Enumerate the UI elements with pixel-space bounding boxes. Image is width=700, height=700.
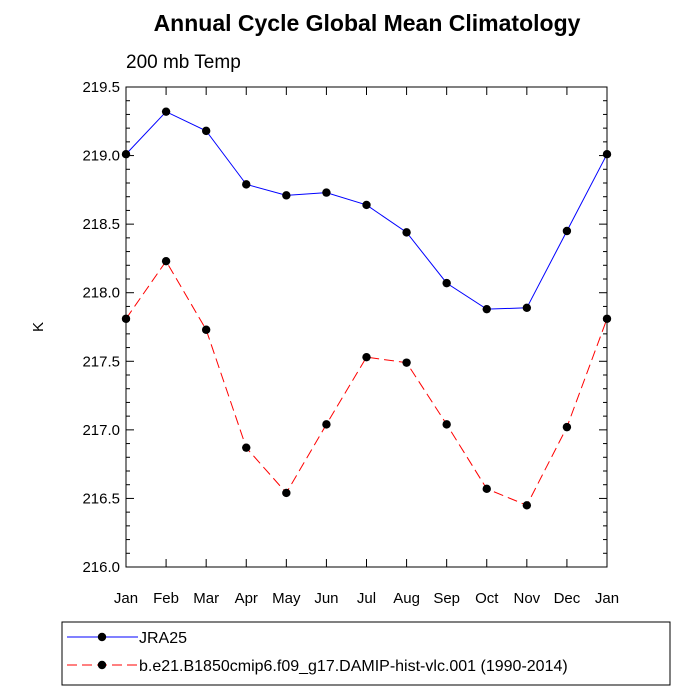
- series-2-point: [282, 488, 291, 498]
- series-2-point: [602, 314, 612, 323]
- x-tick-label: Apr: [235, 590, 258, 607]
- y-axis-label: K: [30, 322, 47, 332]
- series-2-point: [522, 501, 532, 510]
- chart-subtitle: 200 mb Temp: [126, 52, 241, 73]
- y-tick-label: 219.0: [82, 148, 120, 165]
- y-tick-label: 218.5: [82, 216, 120, 233]
- series-2-point: [562, 422, 572, 432]
- series-2-point: [402, 358, 411, 367]
- series-1-point: [402, 228, 411, 237]
- legend-label-2: b.e21.B1850cmip6.f09_g17.DAMIP-hist-vlc.…: [139, 658, 568, 675]
- x-tick-label: Jan: [114, 590, 138, 607]
- series-1-point: [322, 188, 331, 197]
- series-1-point: [482, 304, 491, 314]
- x-tick-label: Jul: [357, 590, 376, 607]
- series-2-point: [161, 256, 171, 266]
- y-tick-label: 219.5: [82, 79, 120, 96]
- x-axis: Jan Feb Mar Apr May Jun Jul Aug Sep Oct Nov Dec Jan: [114, 87, 619, 607]
- x-tick-label: Mar: [193, 590, 219, 607]
- x-tick-label: Jun: [314, 590, 338, 607]
- y-tick-label: 217.0: [82, 422, 120, 439]
- series-1-point: [282, 191, 291, 200]
- x-tick-label: Jan: [595, 590, 619, 607]
- series-1-point: [602, 150, 612, 159]
- legend-label-1: JRA25: [139, 630, 187, 647]
- chart-title: Annual Cycle Global Mean Climatology: [154, 10, 581, 36]
- series-2-point: [362, 352, 371, 362]
- series-2-point: [242, 443, 251, 452]
- series-line-2: [125, 260, 608, 506]
- x-tick-label: May: [272, 590, 301, 607]
- series-2-point: [482, 484, 491, 494]
- series-1-point: [201, 126, 211, 136]
- series-1-point: [442, 278, 451, 288]
- series-2-point: [121, 314, 131, 323]
- series-2-point: [201, 325, 211, 334]
- x-tick-label: Oct: [475, 590, 499, 607]
- series-2-point: [322, 420, 331, 429]
- x-tick-label: Sep: [433, 590, 460, 607]
- x-tick-label: Nov: [513, 590, 540, 607]
- series-1-point: [161, 107, 171, 116]
- y-axis: 216.0 216.5 217.0 217.5 218.0 218.5 219.0 219.5: [82, 79, 607, 576]
- series-1-point: [242, 180, 251, 189]
- y-tick-label: 218.0: [82, 285, 120, 302]
- series-1-point: [121, 150, 131, 159]
- series-2-point: [442, 420, 451, 429]
- series-1-point: [522, 303, 532, 312]
- series-layer: [121, 107, 612, 510]
- x-tick-label: Dec: [554, 590, 581, 607]
- y-tick-label: 217.5: [82, 353, 120, 370]
- series-1-point: [362, 200, 371, 210]
- x-tick-label: Feb: [153, 590, 179, 607]
- y-tick-label: 216.0: [82, 559, 120, 576]
- plot-frame: [125, 86, 608, 568]
- legend: JRA25 b.e21.B1850cmip6.f09_g17.DAMIP-hist…: [67, 630, 568, 675]
- legend-box: [61, 621, 671, 686]
- y-tick-label: 216.5: [82, 490, 120, 507]
- legend-marker-1: [97, 632, 107, 642]
- legend-marker-2: [97, 660, 107, 670]
- series-line-1: [125, 111, 608, 310]
- series-1-point: [562, 226, 572, 236]
- x-tick-label: Aug: [393, 590, 420, 607]
